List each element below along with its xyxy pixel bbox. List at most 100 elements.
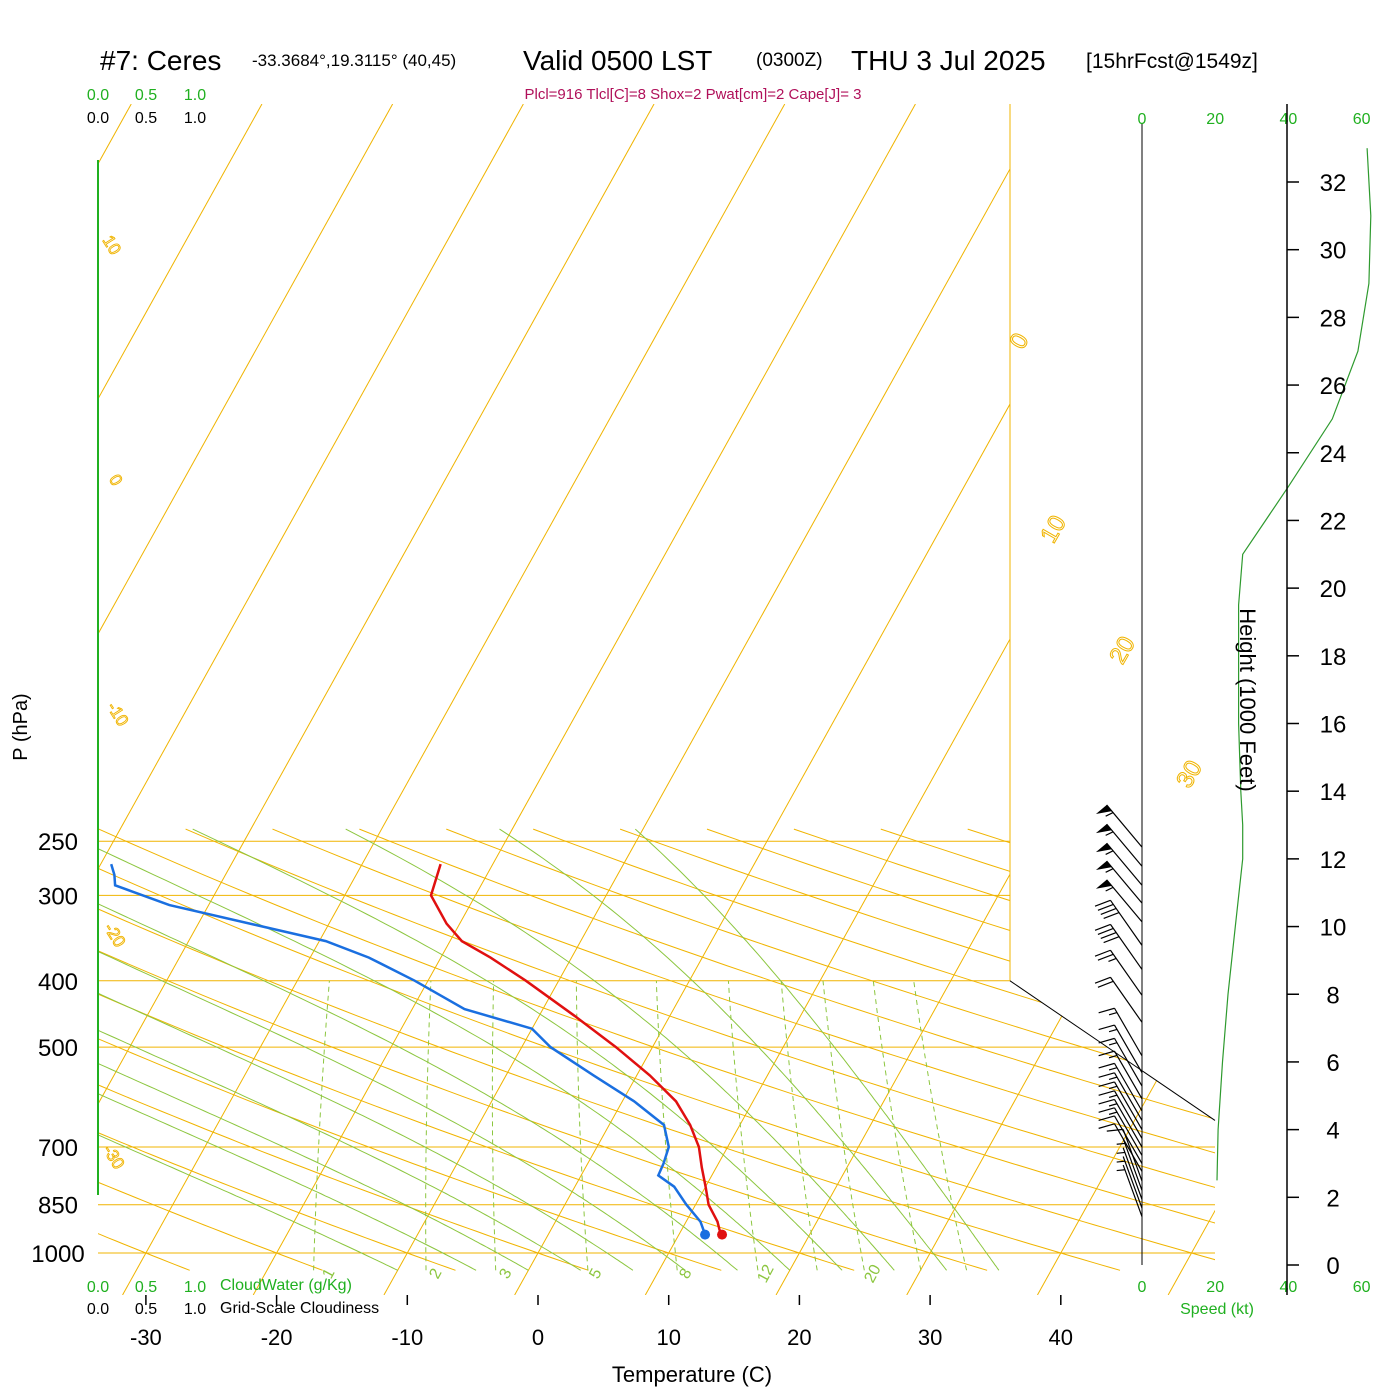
moist-adiabat-line	[98, 828, 398, 1271]
mixing-ratio-label: 3	[496, 1266, 515, 1282]
mixing-ratio-label: 12	[754, 1262, 777, 1286]
wind-barb-staff	[1109, 899, 1143, 946]
wind-barb-flag	[1098, 1098, 1115, 1105]
wind-barb	[1098, 1115, 1143, 1164]
wind-barb-half-flag	[1108, 1103, 1118, 1107]
cloudiness-scale-label: 0.0	[87, 1301, 109, 1318]
wind-barb-flag	[1098, 1081, 1115, 1088]
x-axis-tick-label: -20	[261, 1325, 293, 1350]
isotherm-line	[98, 104, 263, 1295]
dry-adiabat-line	[533, 828, 1215, 1271]
wind-barb	[1094, 923, 1143, 970]
wind-barb-column	[1094, 804, 1143, 1217]
dry-adiabat-line	[1054, 828, 1215, 1271]
mixing-ratio-line	[425, 980, 432, 1271]
dry-adiabat-label: 10	[99, 232, 125, 258]
height-tick-label: 30	[1320, 238, 1347, 265]
cloudiness-scale-label: 0.0	[87, 110, 109, 127]
wind-barb-half-flag	[1108, 1085, 1118, 1090]
moist-adiabat-line	[98, 828, 791, 1271]
wind-speed-height-trace	[1216, 148, 1372, 1181]
station-title: #7: Ceres	[100, 45, 221, 76]
wind-barb	[1094, 899, 1143, 946]
x-axis-tick-label: 30	[918, 1325, 942, 1350]
wind-barb-staff	[1106, 804, 1143, 848]
dry-adiabat-line	[98, 828, 323, 1271]
mixing-ratio-label: 5	[586, 1266, 605, 1282]
cloudiness-scale-label: 0.5	[135, 1301, 157, 1318]
wind-barb-staff	[1122, 1147, 1143, 1200]
height-tick-label: 6	[1326, 1050, 1339, 1077]
wind-barb	[1095, 804, 1143, 848]
wind-barb-flag	[1098, 1123, 1115, 1129]
isotherm-label: 0	[1004, 329, 1034, 354]
cloudwater-label: CloudWater (g/Kg)	[220, 1277, 352, 1294]
cloudiness-scale-label: 0.5	[135, 110, 157, 127]
height-tick-label: 2	[1326, 1185, 1339, 1212]
wind-barb-staff	[1109, 924, 1143, 970]
height-tick-label: 14	[1320, 779, 1347, 806]
moist-adiabat-line	[98, 828, 477, 1271]
wind-barb-staff	[1122, 1138, 1143, 1191]
height-tick-label: 4	[1326, 1118, 1339, 1145]
wind-barb-staff	[1113, 1115, 1143, 1164]
height-tick-label: 26	[1320, 373, 1347, 400]
wind-barb-flag	[1098, 1115, 1115, 1122]
dry-adiabat-line	[98, 828, 988, 1271]
valid-date: THU 3 Jul 2025	[851, 45, 1046, 76]
mixing-ratio-label: 20	[861, 1262, 884, 1286]
station-coords: -33.3684°,19.3115° (40,45)	[252, 51, 456, 70]
speed-tick-label: 60	[1353, 111, 1371, 128]
wind-barb-pennant	[1095, 879, 1112, 889]
wind-barb	[1095, 842, 1143, 886]
wind-barb-half-flag	[1116, 1151, 1125, 1154]
dry-adiabat-line	[98, 828, 1215, 1271]
wind-barb-staff	[1113, 1038, 1143, 1087]
isotherm-line	[514, 104, 1178, 1295]
wind-barb	[1094, 949, 1143, 996]
wind-barb-flag	[1100, 932, 1117, 940]
wind-barb	[1098, 1072, 1143, 1121]
wind-barb-staff	[1122, 1129, 1143, 1182]
wind-barb-half-flag	[1116, 1142, 1125, 1145]
mixing-ratio-line	[727, 980, 759, 1271]
wind-barb-half-flag	[1116, 1169, 1125, 1172]
wind-barb	[1095, 823, 1143, 867]
dry-adiabat-line	[1141, 828, 1215, 1271]
wind-barb-half-flag	[1105, 868, 1114, 873]
dry-adiabat-line	[98, 828, 456, 1271]
wind-barb-staff	[1113, 1090, 1143, 1139]
wind-barb-half-flag	[1108, 1076, 1118, 1080]
x-axis-tick-label: 20	[787, 1325, 811, 1350]
cloudiness-scale-label: 1.0	[184, 110, 206, 127]
dry-adiabat-label: 0	[105, 471, 126, 489]
surface-temperature-marker	[717, 1229, 728, 1240]
wind-barb-flag	[1098, 1007, 1115, 1014]
wind-barb	[1098, 1062, 1143, 1112]
height-tick-label: 22	[1320, 508, 1347, 535]
valid-time: Valid 0500 LST	[523, 45, 712, 76]
speed-tick-label: 20	[1206, 1279, 1224, 1296]
wind-barb-staff	[1109, 976, 1143, 1023]
wind-barb-staff	[1113, 1099, 1143, 1148]
speed-tick-label: 20	[1206, 111, 1224, 128]
wind-barb-staff	[1113, 1081, 1143, 1130]
slanted-boundary	[1009, 980, 1216, 1121]
isotherm-line	[1167, 104, 1215, 1295]
stability-indices: Plcl=916 Tlcl[C]=8 Shox=2 Pwat[cm]=2 Cap…	[525, 86, 862, 103]
height-tick-label: 0	[1326, 1253, 1339, 1280]
wind-barb-flag	[1097, 903, 1114, 911]
isotherm-line	[0, 104, 1, 1295]
isotherm-line	[98, 104, 655, 1295]
mixing-ratio-line	[313, 980, 330, 1271]
height-tick-label: 32	[1320, 170, 1347, 197]
height-tick-label: 18	[1320, 644, 1347, 671]
pressure-tick-label: 850	[38, 1193, 78, 1220]
wind-barb-flag	[1098, 1062, 1115, 1069]
wind-barb-flag	[1094, 949, 1111, 957]
wind-barb-flag	[1098, 1090, 1115, 1096]
wind-barb-half-flag	[1116, 1160, 1125, 1163]
wind-barb-flag	[1094, 923, 1111, 931]
wind-barb-staff	[1113, 1007, 1143, 1057]
